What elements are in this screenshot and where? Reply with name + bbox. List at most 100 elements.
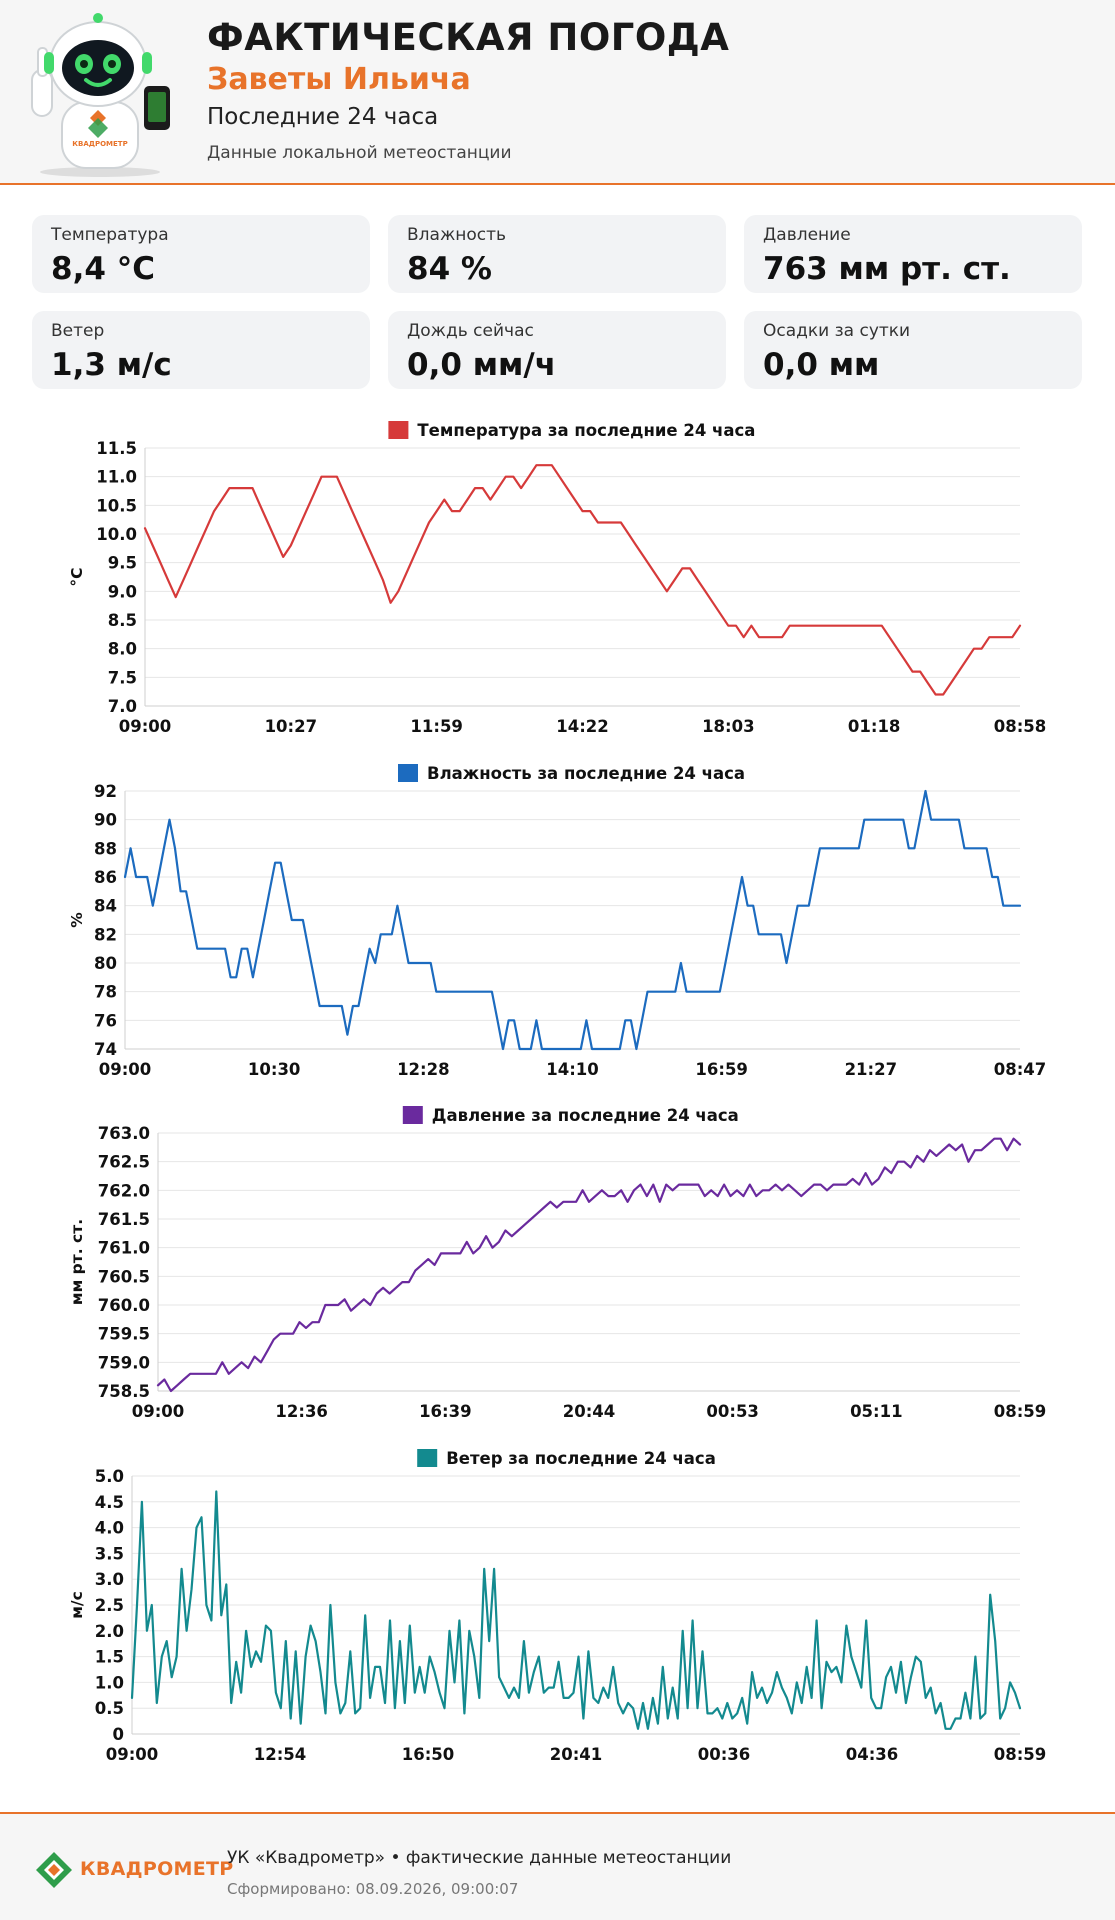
pressure-chart: Давление за последние 24 часа 758.5 759.0 7… [68, 1106, 1047, 1421]
robot-mascot-icon: КВАДРОМЕТР [31, 13, 170, 177]
y-tick-label: 762.5 [98, 1153, 150, 1172]
y-tick-label: 762.0 [98, 1181, 150, 1200]
legend-swatch [388, 421, 409, 439]
card-value: 0,0 мм/ч [407, 347, 556, 383]
y-axis-label: °C [68, 567, 86, 586]
y-tick-label: 760.0 [98, 1296, 150, 1315]
y-tick-label: 10.0 [96, 525, 137, 544]
y-tick-label: 0.5 [95, 1699, 124, 1718]
card-humidity: Влажность 84 % [388, 215, 726, 293]
x-tick-label: 08:59 [994, 1402, 1047, 1421]
x-tick-label: 12:28 [397, 1060, 450, 1079]
y-tick-label: 4.0 [95, 1519, 124, 1538]
card-precip-day: Осадки за сутки 0,0 мм [744, 311, 1082, 389]
y-tick-label: 8.5 [108, 611, 137, 630]
y-tick-label: 760.5 [98, 1267, 150, 1286]
y-tick-label: 761.5 [98, 1210, 150, 1229]
y-axis-label: % [68, 912, 86, 928]
y-tick-label: 9.5 [108, 554, 137, 573]
x-tick-label: 09:00 [119, 717, 172, 736]
humidity-chart: Влажность за последние 24 часа 74 76 78 80 82… [68, 764, 1047, 1079]
chart-title: Ветер за последние 24 часа [446, 1449, 716, 1468]
x-tick-label: 21:27 [845, 1060, 898, 1079]
mascot-badge: КВАДРОМЕТР [72, 140, 127, 148]
x-tick-label: 20:44 [563, 1402, 616, 1421]
x-tick-label: 10:30 [248, 1060, 301, 1079]
y-tick-label: 759.5 [98, 1325, 150, 1344]
card-value: 8,4 °C [51, 251, 155, 287]
x-tick-label: 04:36 [846, 1745, 899, 1764]
chart-title: Температура за последние 24 часа [417, 421, 755, 440]
x-tick-label: 14:22 [556, 717, 609, 736]
x-tick-label: 09:00 [99, 1060, 152, 1079]
y-tick-label: 10.5 [96, 496, 137, 515]
series-line [123, 789, 1022, 1051]
y-tick-label: 82 [94, 925, 117, 944]
legend-swatch [417, 1449, 438, 1467]
card-value: 763 мм рт. ст. [763, 251, 1011, 287]
card-temperature: Температура 8,4 °C [32, 215, 370, 293]
series-line [130, 1490, 1022, 1730]
y-tick-label: 8.0 [108, 640, 137, 659]
header: КВАДРОМЕТР ФАКТИЧЕСКАЯ ПОГОДА Заветы Иль… [0, 0, 1115, 185]
temperature-chart: Температура за последние 24 часа 7.0 7.5 8.… [68, 421, 1047, 736]
x-tick-label: 01:18 [848, 717, 901, 736]
x-tick-label: 12:36 [275, 1402, 328, 1421]
period-label: Последние 24 часа [207, 104, 439, 130]
y-tick-label: 4.5 [95, 1493, 124, 1512]
card-value: 84 % [407, 251, 492, 287]
chart-title: Влажность за последние 24 часа [427, 764, 745, 783]
x-tick-label: 10:27 [265, 717, 318, 736]
card-value: 0,0 мм [763, 347, 880, 383]
y-tick-label: 88 [94, 839, 117, 858]
y-tick-label: 84 [94, 897, 117, 916]
generated-timestamp: Сформировано: 08.09.2026, 09:00:07 [227, 1880, 519, 1898]
y-tick-label: 763.0 [98, 1124, 150, 1143]
y-axis-label: м/с [68, 1591, 86, 1619]
y-tick-label: 5.0 [95, 1467, 124, 1486]
y-tick-label: 11.0 [96, 468, 137, 487]
y-tick-label: 90 [94, 811, 117, 830]
card-wind: Ветер 1,3 м/с [32, 311, 370, 389]
source-label: Данные локальной метеостанции [207, 143, 512, 163]
y-tick-label: 759.0 [98, 1353, 150, 1372]
x-tick-label: 14:10 [546, 1060, 599, 1079]
legend-swatch [402, 1106, 423, 1124]
card-pressure: Давление 763 мм рт. ст. [744, 215, 1082, 293]
x-tick-label: 00:53 [706, 1402, 759, 1421]
card-label: Ветер [51, 321, 105, 341]
y-tick-label: 3.5 [95, 1544, 124, 1563]
x-tick-label: 16:50 [402, 1745, 455, 1764]
x-tick-label: 08:47 [994, 1060, 1047, 1079]
y-tick-label: 3.0 [95, 1570, 124, 1589]
y-tick-label: 78 [94, 983, 117, 1002]
x-tick-label: 08:59 [994, 1745, 1047, 1764]
chart-title: Давление за последние 24 часа [432, 1106, 739, 1125]
x-tick-label: 08:58 [994, 717, 1047, 736]
footer-brand: КВАДРОМЕТР [80, 1858, 234, 1880]
x-tick-label: 09:00 [132, 1402, 185, 1421]
y-tick-label: 9.0 [108, 582, 137, 601]
y-tick-label: 74 [94, 1040, 117, 1059]
y-tick-label: 76 [94, 1011, 117, 1030]
y-axis-label: мм рт. ст. [68, 1219, 86, 1305]
x-tick-label: 18:03 [702, 717, 755, 736]
x-tick-label: 16:59 [695, 1060, 748, 1079]
x-tick-label: 20:41 [550, 1745, 603, 1764]
y-tick-label: 11.5 [96, 439, 137, 458]
x-tick-label: 05:11 [850, 1402, 903, 1421]
y-tick-label: 7.0 [108, 697, 137, 716]
footer-description: УК «Квадрометр» • фактические данные мет… [227, 1848, 732, 1868]
x-tick-label: 09:00 [106, 1745, 159, 1764]
wind-chart: Ветер за последние 24 часа 0 0.5 1.0 1.5 2.0 2… [68, 1449, 1047, 1764]
card-label: Дождь сейчас [407, 321, 534, 341]
location-name: Заветы Ильича [207, 62, 471, 97]
y-tick-label: 86 [94, 868, 117, 887]
x-tick-label: 00:36 [698, 1745, 751, 1764]
y-tick-label: 761.0 [98, 1239, 150, 1258]
x-tick-label: 16:39 [419, 1402, 472, 1421]
card-label: Влажность [407, 225, 507, 245]
x-tick-label: 11:59 [410, 717, 463, 736]
y-tick-label: 1.5 [95, 1648, 124, 1667]
card-label: Осадки за сутки [763, 321, 911, 341]
